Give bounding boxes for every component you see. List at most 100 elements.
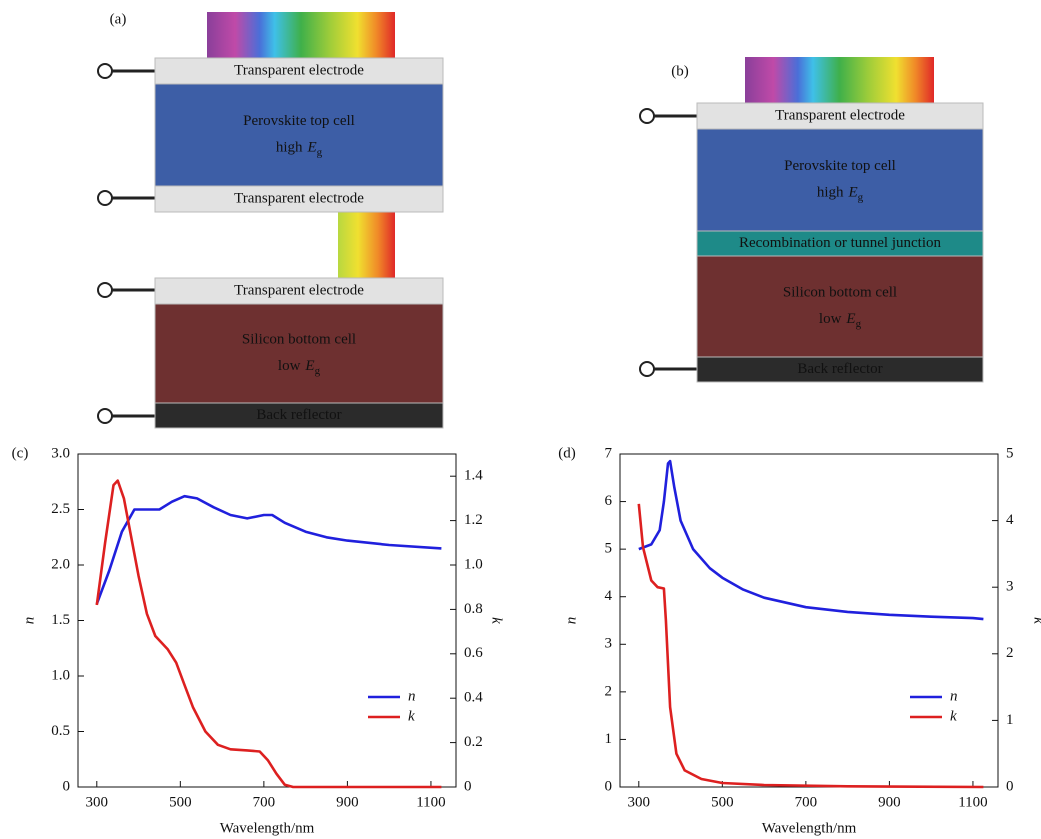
y-tick-label: 2.5 — [51, 501, 70, 517]
x-tick-label: 500 — [169, 794, 192, 810]
panel-label: (d) — [558, 445, 576, 461]
y2-tick-label: 3 — [1006, 579, 1014, 595]
layer-text: Perovskite top cell — [243, 113, 355, 129]
layer — [154, 277, 444, 305]
y-tick-label: 6 — [605, 493, 613, 509]
layer-text-part: high — [817, 185, 844, 201]
legend-label: n — [408, 688, 416, 704]
x-tick-label: 700 — [253, 794, 276, 810]
layer — [154, 402, 444, 429]
legend-label: n — [950, 688, 958, 704]
y-axis-label: n — [21, 617, 37, 625]
y2-tick-label: 4 — [1006, 512, 1014, 528]
layer-symbol: E — [845, 311, 855, 327]
y2-tick-label: 1.4 — [464, 468, 483, 484]
layer-symbol: E — [304, 358, 314, 374]
layer-text: low Eg — [278, 358, 321, 376]
x-tick-label: 300 — [86, 794, 109, 810]
terminal — [639, 108, 655, 124]
layer-subscript: g — [317, 146, 323, 158]
layer-symbol: E — [848, 185, 858, 201]
layer-text: Recombination or tunnel junction — [739, 235, 942, 251]
light-spectrum — [745, 57, 934, 103]
legend-label: k — [950, 708, 957, 724]
y2-tick-label: 1.2 — [464, 512, 483, 528]
y-tick-label: 0 — [605, 778, 613, 794]
y2-tick-label: 5 — [1006, 445, 1014, 461]
layer — [154, 83, 444, 187]
data-line — [637, 503, 984, 789]
y-tick-label: 2.0 — [51, 556, 70, 572]
terminal — [97, 282, 113, 298]
layer-text-part: high — [276, 140, 303, 156]
layer-text: Transparent electrode — [775, 107, 905, 123]
y-tick-label: 5 — [605, 541, 613, 557]
layer — [696, 128, 984, 232]
layer-subscript: g — [856, 318, 862, 330]
layer-text: Perovskite top cell — [784, 158, 896, 174]
y2-tick-label: 0.4 — [464, 690, 483, 706]
data-line — [95, 479, 442, 789]
x-tick-label: 900 — [336, 794, 359, 810]
layer-text: Back reflector — [797, 361, 882, 377]
y-tick-label: 2 — [605, 683, 613, 699]
data-line — [638, 459, 984, 621]
y-tick-label: 4 — [605, 588, 613, 604]
layer — [696, 230, 984, 257]
layer-text: Transparent electrode — [234, 282, 364, 298]
layer — [696, 255, 984, 358]
y-tick-label: 3 — [605, 636, 613, 652]
layer-text: Transparent electrode — [234, 190, 364, 206]
y2-tick-label: 0.2 — [464, 734, 483, 750]
panel-label: (c) — [12, 445, 29, 461]
x-tick-label: 700 — [795, 794, 818, 810]
y-tick-label: 1.0 — [51, 667, 70, 683]
layer-text: Silicon bottom cell — [783, 284, 897, 300]
layer — [696, 102, 984, 130]
plot-frame — [619, 453, 999, 788]
y2-tick-label: 1 — [1006, 712, 1014, 728]
y2-tick-label: 0 — [464, 778, 472, 794]
plot-frame — [77, 453, 457, 788]
x-tick-label: 500 — [711, 794, 734, 810]
panel-label: (a) — [110, 11, 127, 27]
data-line — [95, 494, 442, 605]
layer-text: Back reflector — [256, 407, 341, 423]
x-axis-label: Wavelength/nm — [220, 820, 315, 836]
layer-text: low Eg — [819, 311, 862, 329]
light-spectrum — [207, 12, 395, 58]
y2-axis-label: k — [489, 617, 505, 624]
y-tick-label: 0 — [63, 778, 71, 794]
terminal — [639, 361, 655, 377]
x-axis-label: Wavelength/nm — [762, 820, 857, 836]
y-tick-label: 3.0 — [51, 445, 70, 461]
y2-tick-label: 1.0 — [464, 556, 483, 572]
y-tick-label: 1.5 — [51, 612, 70, 628]
y2-tick-label: 0 — [1006, 778, 1014, 794]
x-tick-label: 300 — [628, 794, 651, 810]
x-tick-label: 1100 — [416, 794, 445, 810]
y2-tick-label: 0.6 — [464, 645, 483, 661]
panel-label: (b) — [671, 63, 689, 79]
y2-tick-label: 2 — [1006, 645, 1014, 661]
layer-subscript: g — [315, 365, 321, 377]
layer — [154, 303, 444, 404]
layer-text-part: low — [819, 311, 842, 327]
terminal — [97, 63, 113, 79]
layer — [696, 356, 984, 383]
layer-text: high Eg — [276, 140, 323, 158]
legend-label: k — [408, 708, 415, 724]
light-spectrum — [338, 212, 395, 278]
y-axis-label: n — [563, 617, 579, 625]
layer-text: high Eg — [817, 185, 864, 203]
layer-text-part: low — [278, 358, 301, 374]
layer-symbol: E — [307, 140, 317, 156]
y2-tick-label: 0.8 — [464, 601, 483, 617]
x-tick-label: 1100 — [958, 794, 987, 810]
y2-axis-label: k — [1031, 617, 1041, 624]
x-tick-label: 900 — [878, 794, 901, 810]
layer-text: Silicon bottom cell — [242, 331, 356, 347]
terminal — [97, 190, 113, 206]
layer — [154, 185, 444, 213]
